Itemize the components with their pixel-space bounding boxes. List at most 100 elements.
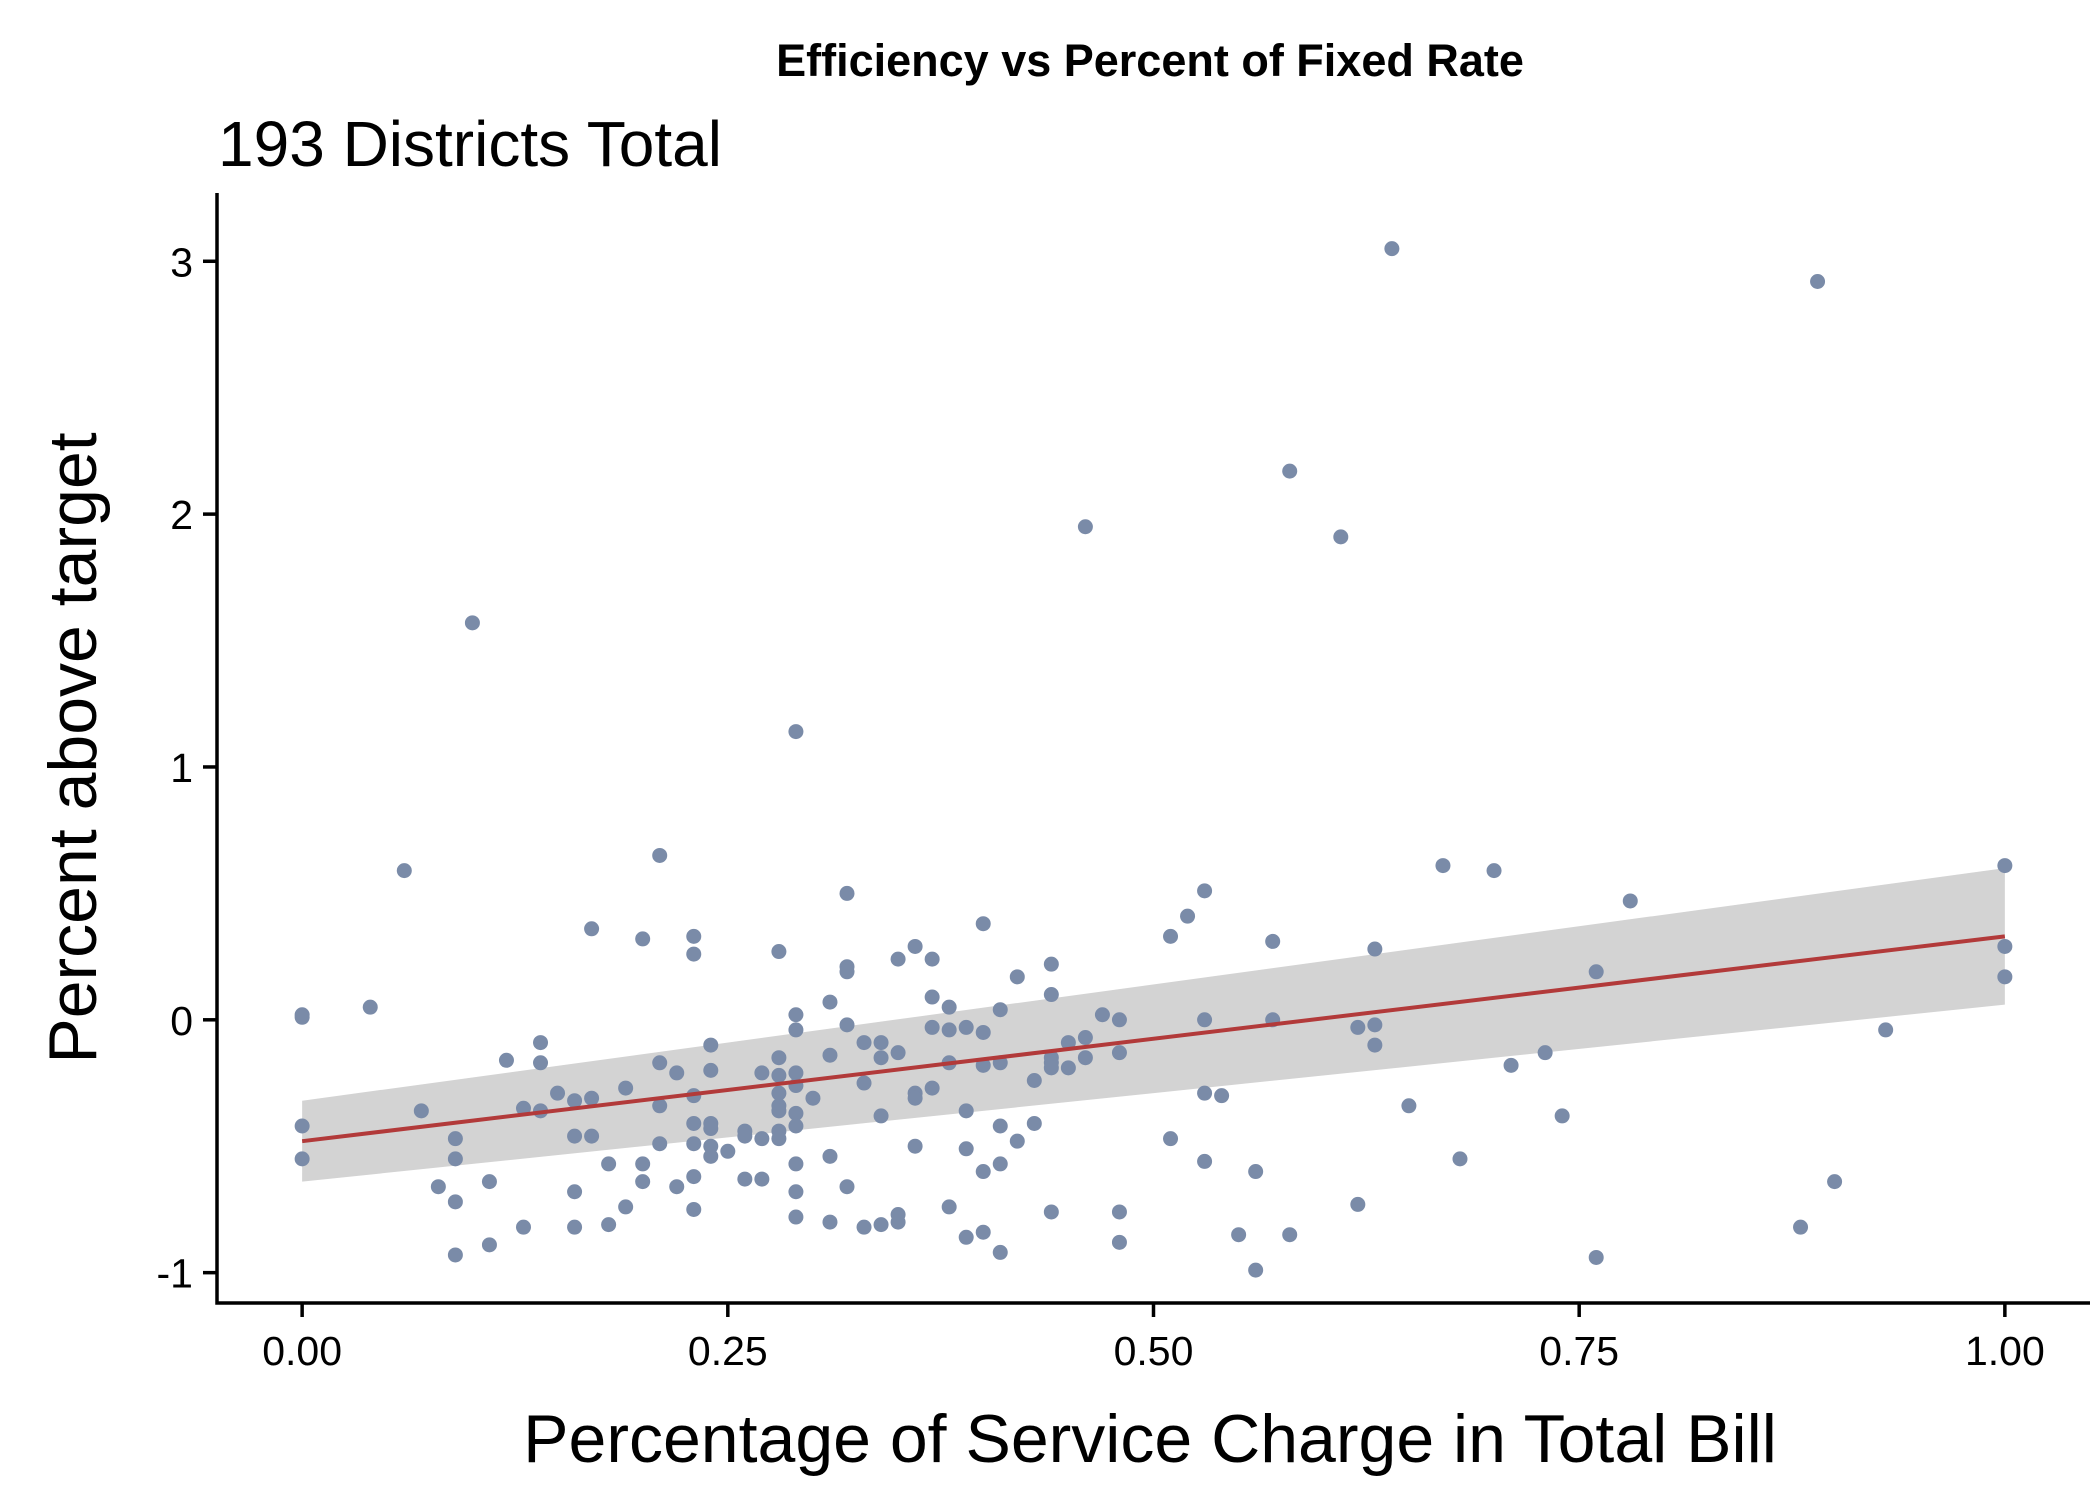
data-point (924, 989, 940, 1005)
data-point (1248, 1164, 1264, 1180)
data-point (754, 1065, 770, 1081)
data-point (1997, 938, 2013, 954)
x-tick-label: 0.00 (262, 1328, 342, 1374)
x-tick-label: 0.50 (1114, 1328, 1194, 1374)
data-point (771, 1103, 787, 1119)
data-point (788, 724, 804, 740)
fit-line (301, 934, 2006, 1144)
data-point (1026, 1115, 1042, 1131)
data-point (1111, 1012, 1127, 1028)
data-point (447, 1247, 463, 1263)
data-point (1043, 987, 1059, 1003)
data-point (294, 1009, 310, 1025)
data-point (1043, 1204, 1059, 1220)
data-point (584, 1128, 600, 1144)
data-point (1333, 529, 1349, 545)
data-point (788, 1065, 804, 1081)
data-point (447, 1151, 463, 1167)
data-point (1163, 928, 1179, 944)
data-point (992, 1156, 1008, 1172)
data-point (1997, 858, 2013, 874)
data-point (618, 1199, 634, 1215)
data-point (754, 1171, 770, 1187)
data-point (1350, 1196, 1366, 1212)
data-point (1077, 1050, 1093, 1066)
chart-subtitle: 193 Districts Total (218, 108, 722, 180)
data-point (1793, 1219, 1809, 1235)
data-point (1060, 1060, 1076, 1076)
data-point (771, 1085, 787, 1101)
data-point (1367, 1037, 1383, 1053)
data-point (669, 1065, 685, 1081)
data-point (686, 928, 702, 944)
data-point (1282, 1227, 1298, 1243)
data-point (652, 847, 668, 863)
data-point (1111, 1204, 1127, 1220)
data-point (550, 1085, 566, 1101)
x-tick-label: 0.75 (1539, 1328, 1619, 1374)
data-point (1384, 241, 1400, 257)
data-point (1026, 1072, 1042, 1088)
data-point (1588, 964, 1604, 980)
data-points-layer (294, 241, 2013, 1278)
data-point (941, 1199, 957, 1215)
data-point (941, 1022, 957, 1038)
data-point (1367, 941, 1383, 957)
data-point (294, 1118, 310, 1134)
data-point (822, 1047, 838, 1063)
data-point (618, 1080, 634, 1096)
data-point (958, 1141, 974, 1157)
data-point (788, 1007, 804, 1023)
data-point (975, 1224, 991, 1240)
data-point (839, 1179, 855, 1195)
data-point (533, 1035, 549, 1051)
y-tick-label: -1 (157, 1251, 193, 1297)
data-point (788, 1105, 804, 1121)
data-point (1827, 1174, 1843, 1190)
data-point (567, 1128, 583, 1144)
y-tick-label: 1 (170, 745, 193, 791)
data-point (788, 1118, 804, 1134)
data-point (788, 1184, 804, 1200)
data-point (737, 1128, 753, 1144)
data-point (856, 1035, 872, 1051)
data-point (975, 1164, 991, 1180)
data-point (754, 1131, 770, 1147)
data-point (447, 1131, 463, 1147)
data-point (481, 1237, 497, 1253)
data-point (856, 1075, 872, 1091)
data-point (771, 944, 787, 960)
data-point (1197, 883, 1213, 899)
data-point (1997, 969, 2013, 985)
data-point (1180, 908, 1196, 924)
data-point (1265, 933, 1281, 949)
data-point (430, 1179, 446, 1195)
data-point (1503, 1057, 1519, 1073)
data-point (788, 1022, 804, 1038)
confidence-band (302, 868, 2005, 1182)
data-point (686, 946, 702, 962)
data-point (924, 951, 940, 967)
data-point (515, 1100, 531, 1116)
data-point (873, 1035, 889, 1051)
data-point (635, 1156, 651, 1172)
data-point (652, 1055, 668, 1071)
data-point (584, 1090, 600, 1106)
data-point (635, 931, 651, 947)
data-point (856, 1219, 872, 1235)
data-point (635, 1174, 651, 1190)
data-point (890, 1214, 906, 1230)
data-point (447, 1194, 463, 1210)
data-point (1043, 956, 1059, 972)
data-point (839, 1017, 855, 1033)
confidence-band-layer (302, 868, 2005, 1182)
data-point (890, 1045, 906, 1061)
data-point (1009, 969, 1025, 985)
data-point (1197, 1153, 1213, 1169)
data-point (1435, 858, 1451, 874)
data-point (601, 1217, 617, 1233)
data-point (941, 999, 957, 1015)
data-point (1401, 1098, 1417, 1114)
data-point (907, 938, 923, 954)
data-point (924, 1019, 940, 1035)
